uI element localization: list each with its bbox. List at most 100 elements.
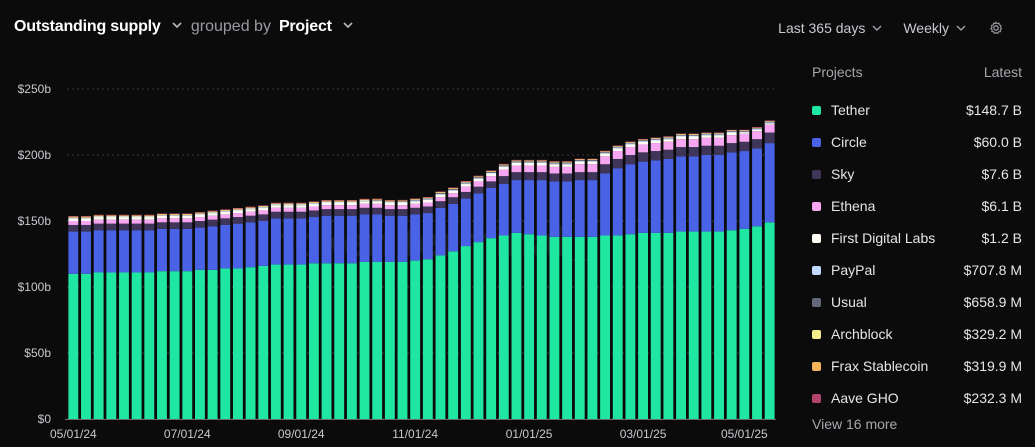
legend-item-aave-gho[interactable]: Aave GHO $232.3 M — [812, 382, 1022, 414]
bar-stack[interactable] — [81, 216, 91, 419]
bar-stack[interactable] — [397, 199, 408, 419]
bar-stack[interactable] — [549, 161, 560, 419]
legend-item-sky[interactable]: Sky $7.6 B — [812, 158, 1022, 190]
bar-stack[interactable] — [498, 163, 509, 419]
bar-stack[interactable] — [676, 133, 686, 419]
bar-stack[interactable] — [562, 161, 573, 419]
legend-item-usual[interactable]: Usual $658.9 M — [812, 286, 1022, 318]
bar-stack[interactable] — [245, 206, 256, 419]
bar-segment-archblock — [258, 206, 269, 208]
bar-segment-archblock — [473, 176, 484, 178]
gear-icon[interactable] — [989, 21, 1003, 35]
legend-item-archblock[interactable]: Archblock $329.2 M — [812, 318, 1022, 350]
bar-stack[interactable] — [296, 202, 307, 419]
bar-stack[interactable] — [511, 159, 522, 419]
bar-stack[interactable] — [650, 137, 661, 419]
bar-stack[interactable] — [460, 181, 471, 419]
bar-stack[interactable] — [638, 138, 648, 419]
range-selector[interactable]: Last 365 days — [778, 20, 883, 36]
bar-segment-first-digital-labs — [258, 207, 269, 211]
bar-stack[interactable] — [207, 210, 218, 419]
chart-header: Outstanding supply grouped by Project — [14, 18, 354, 36]
bar-stack[interactable] — [220, 209, 231, 419]
bar-stack[interactable] — [473, 175, 484, 419]
bar-segment-paypal — [93, 216, 104, 218]
bar-stack[interactable] — [714, 132, 724, 419]
bar-stack[interactable] — [157, 213, 167, 419]
bar-stack[interactable] — [739, 129, 750, 419]
bar-stack[interactable] — [169, 213, 180, 419]
bar-segment-ethena — [169, 218, 180, 223]
bar-segment-sky — [473, 186, 484, 194]
bar-segment-aave-gho — [207, 210, 218, 212]
interval-selector[interactable]: Weekly — [903, 20, 967, 36]
bar-stack[interactable] — [764, 120, 775, 419]
legend-item-name: Ethena — [831, 198, 876, 214]
bar-segment-tether — [473, 242, 484, 419]
bar-stack[interactable] — [308, 201, 319, 419]
bar-segment-circle — [422, 213, 433, 260]
bar-stack[interactable] — [283, 202, 294, 419]
bar-stack[interactable] — [663, 136, 674, 419]
bar-stack[interactable] — [144, 214, 155, 419]
legend-item-circle[interactable]: Circle $60.0 B — [812, 126, 1022, 158]
bar-stack[interactable] — [195, 212, 205, 419]
bar-segment-tether — [587, 236, 598, 419]
bar-segment-aave-gho — [587, 158, 598, 160]
bar-segment-sky — [549, 173, 560, 182]
bar-segment-circle — [119, 230, 129, 273]
bar-segment-ethena — [688, 139, 699, 148]
legend-item-frax-stablecoin[interactable]: Frax Stablecoin $319.9 M — [812, 350, 1022, 382]
bar-segment-circle — [625, 164, 636, 235]
bar-segment-sky — [195, 221, 205, 228]
bar-segment-first-digital-labs — [714, 135, 724, 138]
bar-stack[interactable] — [182, 213, 193, 419]
bar-stack[interactable] — [701, 132, 712, 419]
bar-stack[interactable] — [536, 159, 547, 419]
bar-stack[interactable] — [372, 198, 383, 419]
bar-stack[interactable] — [334, 200, 345, 419]
bar-stack[interactable] — [321, 200, 332, 419]
bar-stack[interactable] — [68, 216, 79, 419]
view-more-link[interactable]: View 16 more — [812, 416, 898, 432]
legend-item-first-digital-labs[interactable]: First Digital Labs $1.2 B — [812, 222, 1022, 254]
bar-stack[interactable] — [625, 141, 636, 419]
bar-segment-sky — [752, 139, 762, 149]
legend-item-ethena[interactable]: Ethena $6.1 B — [812, 190, 1022, 222]
bar-stack[interactable] — [346, 200, 357, 419]
bar-stack[interactable] — [131, 214, 142, 419]
bar-stack[interactable] — [410, 198, 421, 419]
legend-item-paypal[interactable]: PayPal $707.8 M — [812, 254, 1022, 286]
bar-stack[interactable] — [688, 133, 699, 419]
bar-stack[interactable] — [435, 191, 446, 419]
bar-stack[interactable] — [232, 208, 243, 419]
bar-stack[interactable] — [119, 214, 129, 419]
bar-stack[interactable] — [726, 129, 737, 419]
bar-stack[interactable] — [270, 202, 281, 419]
bar-stack[interactable] — [359, 198, 370, 419]
bar-stack[interactable] — [448, 187, 459, 419]
bar-stack[interactable] — [258, 205, 269, 419]
metric-selector[interactable]: Outstanding supply — [14, 18, 183, 36]
bar-segment-tether — [600, 235, 611, 419]
bar-stack[interactable] — [524, 159, 535, 419]
bar-stack[interactable] — [587, 158, 598, 419]
bar-stack[interactable] — [93, 214, 104, 419]
bar-segment-paypal — [232, 209, 243, 211]
bar-segment-archblock — [726, 130, 737, 132]
bar-stack[interactable] — [612, 145, 623, 420]
group-selector[interactable]: Project — [279, 18, 354, 36]
bar-stack[interactable] — [486, 170, 497, 419]
bar-stack[interactable] — [574, 158, 585, 419]
bar-stack[interactable] — [600, 150, 611, 419]
bar-stack[interactable] — [422, 196, 433, 419]
bar-stack[interactable] — [384, 200, 395, 419]
bar-stack[interactable] — [106, 214, 117, 419]
bar-segment-usual — [600, 151, 611, 153]
bar-segment-archblock — [676, 134, 686, 136]
bar-segment-frax-stablecoin — [562, 161, 573, 163]
bar-segment-circle — [473, 193, 484, 243]
legend-item-tether[interactable]: Tether $148.7 B — [812, 94, 1022, 126]
bar-segment-ethena — [549, 166, 560, 174]
bar-stack[interactable] — [752, 127, 762, 419]
